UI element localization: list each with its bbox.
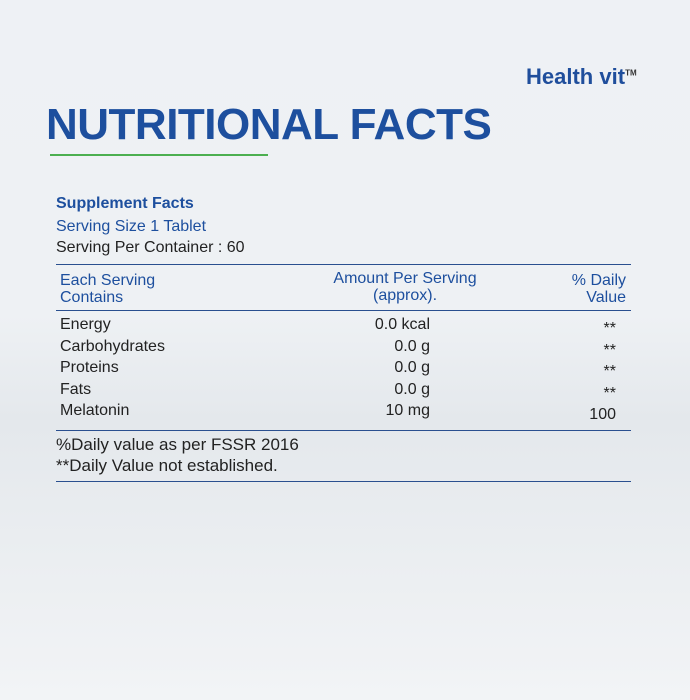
brand-suffix: vit: [599, 64, 626, 89]
table-cell: 10 mg: [385, 402, 430, 419]
title-underline: [50, 154, 268, 156]
servings: Serving Per Container : 60: [56, 239, 245, 256]
note: **Daily Value not established.: [56, 456, 278, 475]
table-cell: 0.0 g: [394, 380, 430, 398]
table-cell: Fats: [60, 380, 92, 398]
table-cell: Energy: [60, 316, 111, 333]
brand: Health vitTM: [526, 64, 637, 90]
brand-name: Health: [526, 64, 594, 89]
table-cell: **: [603, 320, 616, 337]
table-cell: 0.0 kcal: [374, 316, 430, 333]
divider: [56, 481, 631, 482]
column-header: % Daily Value: [571, 272, 626, 306]
table-cell: Carbohydrates: [60, 337, 165, 355]
table-cell: Proteins: [60, 359, 119, 376]
column-header: Amount Per Serving (approx).: [333, 270, 477, 304]
table-cell: **: [603, 363, 616, 380]
divider: [56, 310, 631, 311]
trademark: TM: [625, 68, 637, 78]
column-header: Each Serving Contains: [60, 272, 156, 306]
table-cell: **: [603, 384, 616, 402]
note: %Daily value as per FSSR 2016: [56, 435, 299, 454]
table-cell: 0.0 g: [394, 359, 430, 376]
facts-heading: Supplement Facts: [56, 195, 194, 212]
divider: [56, 264, 631, 265]
table-cell: Melatonin: [60, 402, 130, 419]
table-cell: 100: [589, 406, 616, 423]
divider: [56, 430, 631, 431]
table-cell: 0.0 g: [394, 337, 430, 355]
serving-size: Serving Size 1 Tablet: [56, 218, 207, 235]
title: NUTRITIONAL FACTS: [46, 100, 492, 149]
table-cell: **: [603, 341, 616, 359]
